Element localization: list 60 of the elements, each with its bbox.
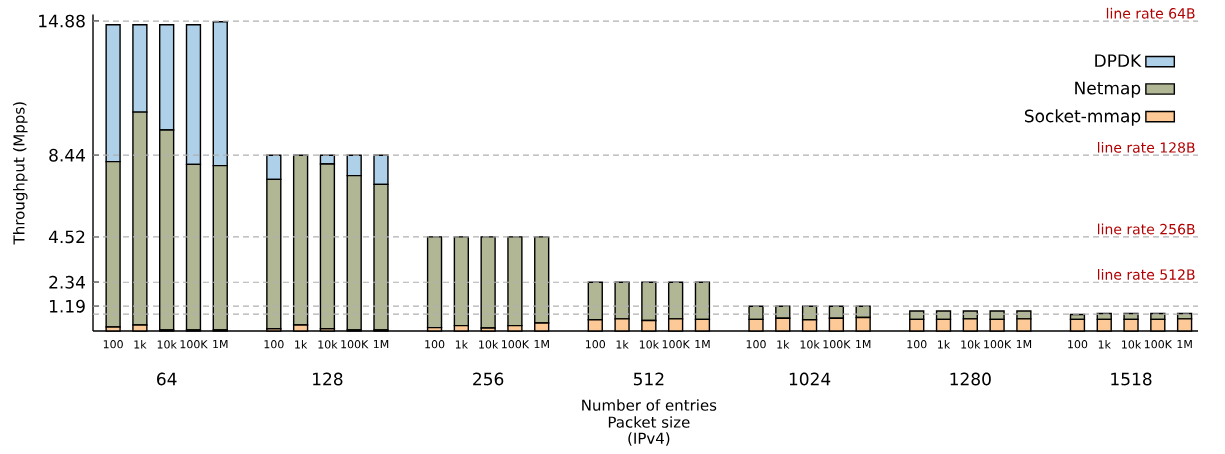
x-axis-title: Number of entries	[582, 399, 717, 411]
x-tick-label: 10k	[639, 340, 659, 349]
x-tick-label: 1M	[1016, 340, 1032, 349]
x-tick-label: 100K	[823, 340, 851, 349]
ref-line-label: line rate 64B	[1106, 7, 1195, 19]
x-tick-label: 1M	[213, 340, 228, 349]
x-tick-label: 100	[425, 340, 445, 349]
text: 128	[313, 372, 343, 386]
text: 1280	[950, 372, 991, 386]
x-tick-label: 1k	[777, 340, 790, 349]
x-tick-label: 100K	[502, 340, 530, 349]
y-tick-label: 1.19	[49, 299, 85, 313]
legend-label: Netmap	[1075, 81, 1141, 98]
x-tick-label: 100	[746, 340, 766, 349]
x-tick-label: 100	[1068, 340, 1088, 349]
x-tick-label: 10k	[479, 340, 499, 349]
x-tick-label: 10k	[961, 340, 981, 349]
x-tick-label: 100	[586, 340, 606, 349]
x-tick-label: 100K	[1144, 340, 1173, 349]
x-tick-label: 1k	[455, 340, 468, 349]
x-tick-label: 10k	[157, 340, 177, 349]
legend-label: Socket-mmap	[1024, 109, 1141, 126]
x-tick-label: 100K	[662, 340, 690, 349]
x-tick-label: 1k	[616, 340, 629, 349]
bar	[480, 236, 496, 329]
text: 1518	[1111, 372, 1152, 386]
x-tick-label: 100K	[984, 340, 1012, 349]
x-tick-label: 10k	[1122, 340, 1142, 349]
x-tick-label: 100K	[341, 340, 369, 349]
x-tick-label: 10k	[318, 340, 338, 349]
text: 64	[157, 372, 177, 386]
x-tick-label: 1k	[295, 340, 308, 349]
x-tick-label: 100	[907, 340, 927, 349]
x-tick-label: 100	[264, 340, 284, 349]
x-tick-label: 1k	[134, 340, 147, 349]
x-tick-label: 1M	[1177, 340, 1192, 349]
x-tick-label: 1M	[373, 340, 389, 349]
y-tick-label: 14.88	[39, 14, 85, 28]
x-tick-label: 10k	[800, 340, 820, 349]
x-tick-label: 1k	[938, 340, 951, 349]
y-axis-title: Throughput (Mpps)	[13, 102, 28, 245]
text: 1024	[789, 372, 831, 386]
y-tick-label: 2.34	[49, 275, 85, 289]
x-tick-label: 100K	[180, 340, 208, 349]
text: 256	[473, 372, 504, 386]
x-tick-label: 1k	[1098, 340, 1111, 349]
ref-line-label: line rate 512B	[1098, 269, 1195, 280]
ref-line-label: line rate 256B	[1098, 223, 1195, 235]
y-tick-label: 4.52	[48, 230, 85, 244]
text: 512	[633, 372, 664, 386]
x-tick-label: 1M	[695, 340, 710, 349]
legend-label: DPDK	[1095, 54, 1142, 67]
bar	[426, 236, 443, 329]
x-tick-label: 1M	[534, 340, 549, 349]
ref-line-label: line rate 128B	[1098, 141, 1195, 153]
y-tick-label: 8.44	[49, 148, 85, 162]
text: Packet size	[608, 416, 690, 428]
x-tick-label: 100	[103, 340, 123, 349]
text: (IPv4)	[628, 432, 670, 446]
x-tick-label: 1M	[856, 340, 871, 349]
